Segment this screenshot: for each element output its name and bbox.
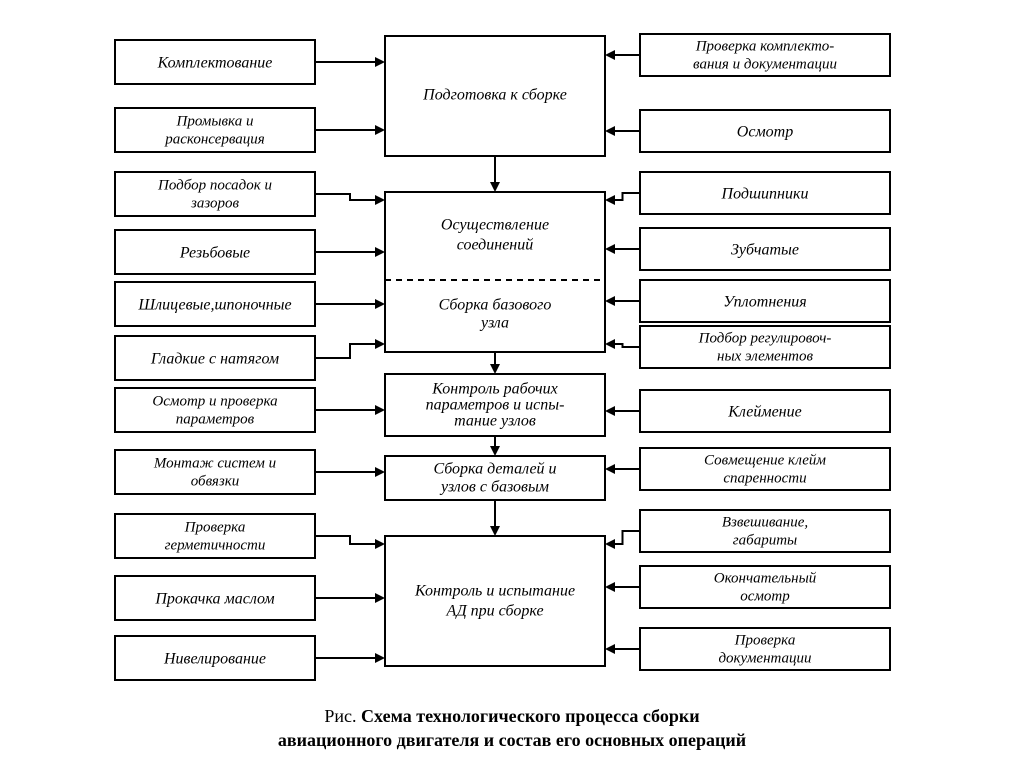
svg-text:Комплектование: Комплектование [157, 55, 273, 72]
svg-text:Окончательный: Окончательный [714, 570, 817, 586]
svg-text:узла: узла [479, 315, 509, 332]
svg-text:Проверка комплекто-: Проверка комплекто- [695, 38, 835, 54]
svg-text:Осмотр и проверка: Осмотр и проверка [152, 393, 277, 409]
svg-text:габариты: габариты [733, 532, 797, 548]
svg-text:Проверка: Проверка [184, 519, 246, 535]
svg-text:осмотр: осмотр [740, 588, 790, 604]
svg-text:Сборка базового: Сборка базового [439, 297, 552, 314]
svg-text:Контроль и испытание: Контроль и испытание [414, 583, 575, 600]
svg-text:Осмотр: Осмотр [737, 124, 793, 141]
diagram: Подготовка к сборке Осуществление соединен… [115, 34, 890, 680]
svg-text:вания и документации: вания и документации [693, 56, 837, 72]
caption-line1: Рис. Схема технологического процесса сбо… [324, 706, 699, 726]
svg-text:Гладкие с натягом: Гладкие с натягом [150, 351, 279, 368]
svg-text:Промывка и: Промывка и [176, 113, 254, 129]
svg-text:Зубчатые: Зубчатые [731, 242, 799, 259]
svg-text:Сборка деталей и: Сборка деталей и [433, 461, 556, 478]
svg-text:зазоров: зазоров [190, 195, 240, 211]
svg-text:Клеймение: Клеймение [727, 404, 801, 421]
svg-text:параметров: параметров [176, 411, 255, 427]
flowchart-svg: Подготовка к сборке Осуществление соединен… [0, 0, 1024, 767]
svg-text:Подготовка к сборке: Подготовка к сборке [422, 87, 567, 104]
svg-text:Уплотнения: Уплотнения [723, 294, 806, 311]
svg-text:Прокачка маслом: Прокачка маслом [154, 591, 274, 608]
svg-text:расконсервация: расконсервация [164, 131, 265, 147]
svg-text:герметичности: герметичности [165, 537, 266, 553]
svg-text:Резьбовые: Резьбовые [179, 245, 250, 262]
svg-text:Контроль рабочих: Контроль рабочих [431, 381, 558, 398]
caption-line2: авиационного двигателя и состав его осно… [278, 730, 746, 750]
svg-text:тание узлов: тание узлов [454, 413, 536, 430]
svg-text:Совмещение клейм: Совмещение клейм [704, 452, 826, 468]
svg-text:Шлицевые,шпоночные: Шлицевые,шпоночные [137, 297, 291, 314]
svg-text:АД при сборке: АД при сборке [445, 603, 543, 620]
svg-text:Проверка: Проверка [734, 632, 796, 648]
svg-text:Нивелирование: Нивелирование [163, 651, 266, 668]
svg-text:узлов с базовым: узлов с базовым [439, 479, 549, 496]
svg-text:Взвешивание,: Взвешивание, [722, 514, 808, 530]
svg-text:соединений: соединений [457, 237, 533, 254]
svg-text:Подбор регулировоч-: Подбор регулировоч- [698, 330, 832, 346]
center-c4 [385, 536, 605, 666]
svg-text:спаренности: спаренности [723, 470, 806, 486]
svg-text:документации: документации [718, 650, 811, 666]
svg-text:параметров и испы-: параметров и испы- [426, 397, 565, 414]
svg-text:Осуществление: Осуществление [441, 217, 549, 234]
svg-text:Монтаж систем и: Монтаж систем и [153, 455, 276, 471]
svg-text:обвязки: обвязки [191, 473, 240, 489]
svg-text:ных элементов: ных элементов [717, 348, 813, 364]
svg-text:Подшипники: Подшипники [721, 186, 809, 203]
svg-text:Подбор посадок и: Подбор посадок и [157, 177, 272, 193]
